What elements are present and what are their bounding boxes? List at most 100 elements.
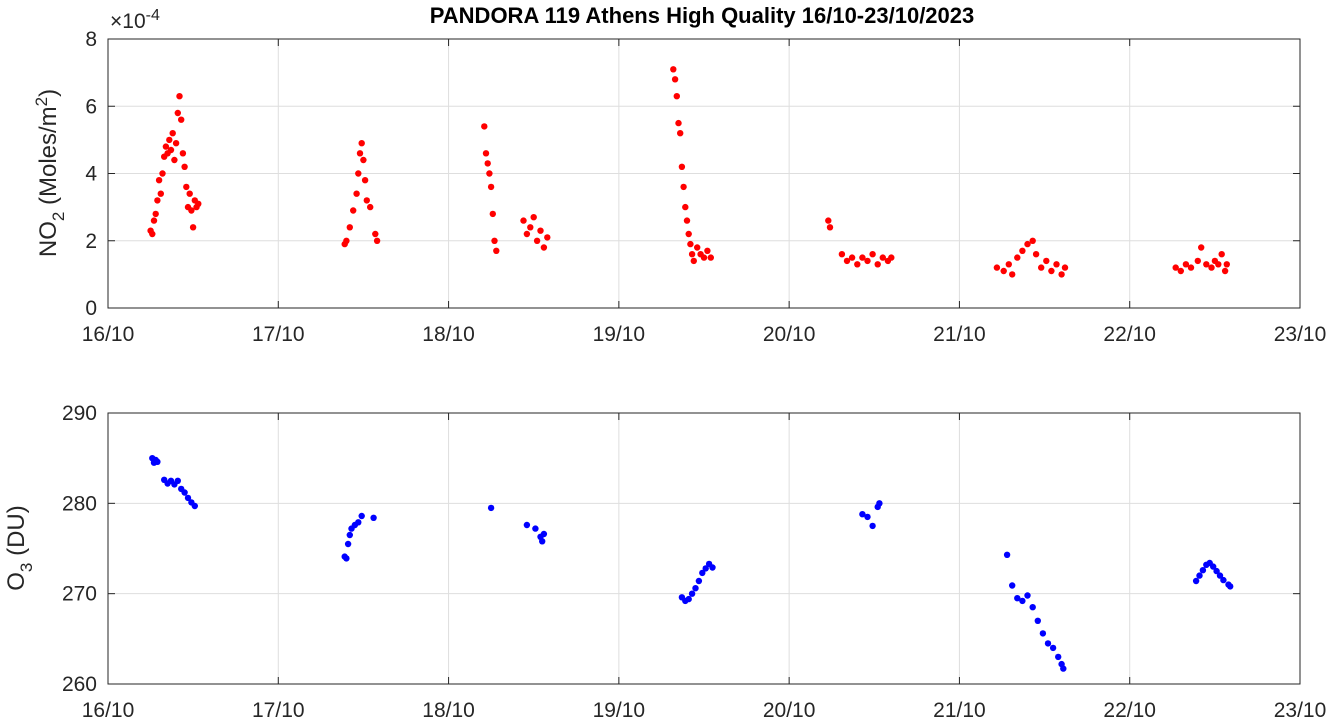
data-point bbox=[171, 156, 178, 164]
y-tick-label: 6 bbox=[85, 95, 97, 118]
data-point bbox=[181, 163, 188, 170]
data-point bbox=[481, 123, 488, 130]
data-point bbox=[181, 489, 188, 496]
data-point bbox=[1194, 257, 1202, 265]
data-point bbox=[486, 170, 493, 177]
data-point bbox=[172, 140, 180, 147]
x-tick-label: 22/10 bbox=[1103, 699, 1156, 722]
data-point bbox=[540, 244, 548, 251]
data-point bbox=[864, 257, 871, 265]
data-point bbox=[692, 585, 699, 592]
data-point bbox=[191, 502, 198, 510]
y-exponent-label: ×10-4 bbox=[110, 7, 160, 33]
data-point bbox=[179, 150, 187, 157]
data-point bbox=[1208, 264, 1215, 271]
data-point bbox=[350, 207, 357, 214]
x-tick-label: 20/10 bbox=[763, 323, 816, 346]
data-point bbox=[162, 143, 170, 150]
data-point bbox=[1182, 261, 1190, 268]
data-point bbox=[1055, 653, 1062, 661]
data-point bbox=[152, 210, 159, 218]
data-point bbox=[343, 555, 350, 562]
data-point bbox=[702, 565, 709, 572]
data-point bbox=[539, 538, 546, 545]
y-axis-label: NO2 (Moles/m2) bbox=[32, 89, 68, 257]
data-point bbox=[167, 146, 175, 154]
data-point bbox=[360, 156, 367, 164]
y-tick-label: 260 bbox=[62, 673, 97, 696]
x-tick-label: 23/10 bbox=[1274, 323, 1327, 346]
data-point bbox=[1216, 572, 1224, 579]
data-point bbox=[355, 170, 362, 177]
data-point bbox=[678, 163, 686, 170]
data-point bbox=[1060, 665, 1067, 672]
data-point bbox=[178, 116, 185, 123]
x-tick-label: 16/10 bbox=[82, 323, 135, 346]
data-point bbox=[188, 207, 195, 214]
data-point bbox=[1032, 251, 1040, 258]
data-point bbox=[363, 197, 370, 204]
data-point bbox=[685, 595, 692, 603]
data-point bbox=[1044, 640, 1052, 647]
x-tick-label: 17/10 bbox=[252, 699, 305, 722]
data-point bbox=[174, 477, 181, 484]
data-points bbox=[149, 455, 1234, 672]
data-point bbox=[699, 569, 706, 577]
data-point bbox=[367, 203, 374, 211]
data-point bbox=[487, 183, 495, 191]
data-point bbox=[189, 224, 197, 231]
data-point bbox=[874, 261, 881, 268]
data-point bbox=[487, 504, 495, 512]
data-point bbox=[838, 251, 846, 258]
data-point bbox=[704, 247, 711, 254]
data-point bbox=[1038, 264, 1045, 271]
data-point bbox=[1039, 630, 1047, 637]
data-point bbox=[682, 203, 689, 211]
x-tick-label: 21/10 bbox=[933, 699, 986, 722]
x-tick-label: 23/10 bbox=[1274, 699, 1327, 722]
data-point bbox=[879, 254, 886, 261]
data-point bbox=[370, 514, 377, 521]
data-point bbox=[1043, 257, 1050, 265]
data-point bbox=[1014, 254, 1021, 261]
data-point bbox=[1029, 237, 1036, 244]
data-point bbox=[1024, 240, 1031, 248]
data-point bbox=[530, 214, 537, 221]
data-point bbox=[1009, 582, 1016, 589]
data-points bbox=[147, 66, 1231, 278]
data-point bbox=[688, 590, 696, 597]
data-point bbox=[1221, 267, 1229, 275]
data-point bbox=[176, 93, 183, 100]
data-point bbox=[174, 109, 181, 117]
data-point bbox=[343, 237, 350, 244]
data-point bbox=[694, 244, 701, 251]
data-point bbox=[1000, 267, 1007, 275]
data-point bbox=[523, 521, 531, 529]
data-point bbox=[540, 530, 548, 538]
data-point bbox=[1003, 551, 1011, 558]
data-point bbox=[869, 522, 876, 530]
data-point bbox=[532, 525, 539, 532]
data-point bbox=[670, 66, 677, 73]
data-point bbox=[687, 240, 694, 248]
data-point bbox=[183, 183, 190, 191]
y-tick-label: 8 bbox=[85, 28, 97, 51]
x-tick-label: 21/10 bbox=[933, 323, 986, 346]
data-point bbox=[1009, 271, 1016, 278]
data-point bbox=[677, 130, 684, 137]
x-tick-label: 19/10 bbox=[593, 323, 646, 346]
data-point bbox=[1220, 576, 1227, 584]
data-point bbox=[372, 230, 379, 238]
data-point bbox=[859, 511, 866, 518]
data-point bbox=[1049, 644, 1057, 652]
y-tick-label: 280 bbox=[62, 492, 97, 515]
x-tick-label: 18/10 bbox=[422, 699, 475, 722]
x-tick-label: 16/10 bbox=[82, 699, 135, 722]
data-point bbox=[346, 224, 353, 231]
data-point bbox=[361, 177, 369, 184]
data-point bbox=[1218, 251, 1225, 258]
data-point bbox=[1177, 267, 1185, 275]
data-point bbox=[527, 224, 534, 231]
data-point bbox=[1053, 261, 1060, 268]
data-point bbox=[353, 190, 360, 197]
